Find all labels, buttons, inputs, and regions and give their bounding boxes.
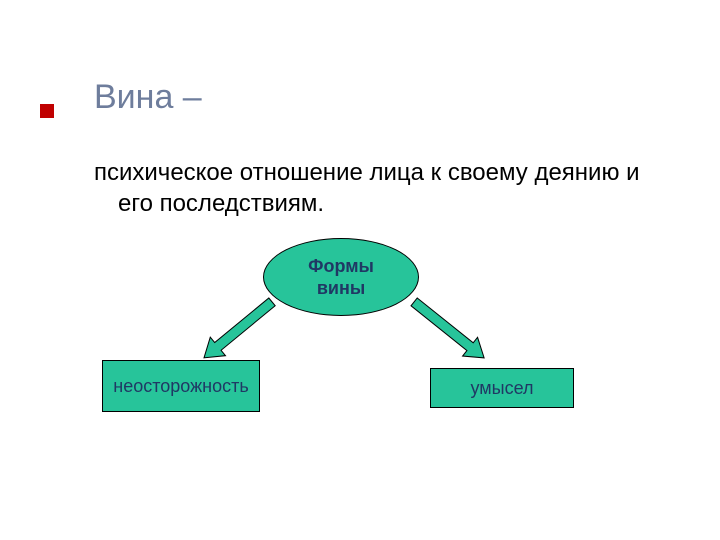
- page-title: Вина –: [94, 78, 202, 117]
- title-accent-square: [40, 104, 54, 118]
- root-node-ellipse: Формы вины: [263, 238, 419, 316]
- right-child-box: умысел: [430, 368, 574, 408]
- definition-text: психическое отношение лица к своему деян…: [94, 158, 678, 219]
- left-child-label: неосторожность: [113, 376, 248, 397]
- root-node-label-line2: вины: [317, 278, 365, 298]
- right-child-label: умысел: [470, 378, 533, 399]
- arrow-right-icon: [409, 296, 486, 360]
- arrow-left-icon: [202, 296, 277, 360]
- left-child-box: неосторожность: [102, 360, 260, 412]
- root-node-label: Формы вины: [308, 255, 374, 300]
- root-node-label-line1: Формы: [308, 256, 374, 276]
